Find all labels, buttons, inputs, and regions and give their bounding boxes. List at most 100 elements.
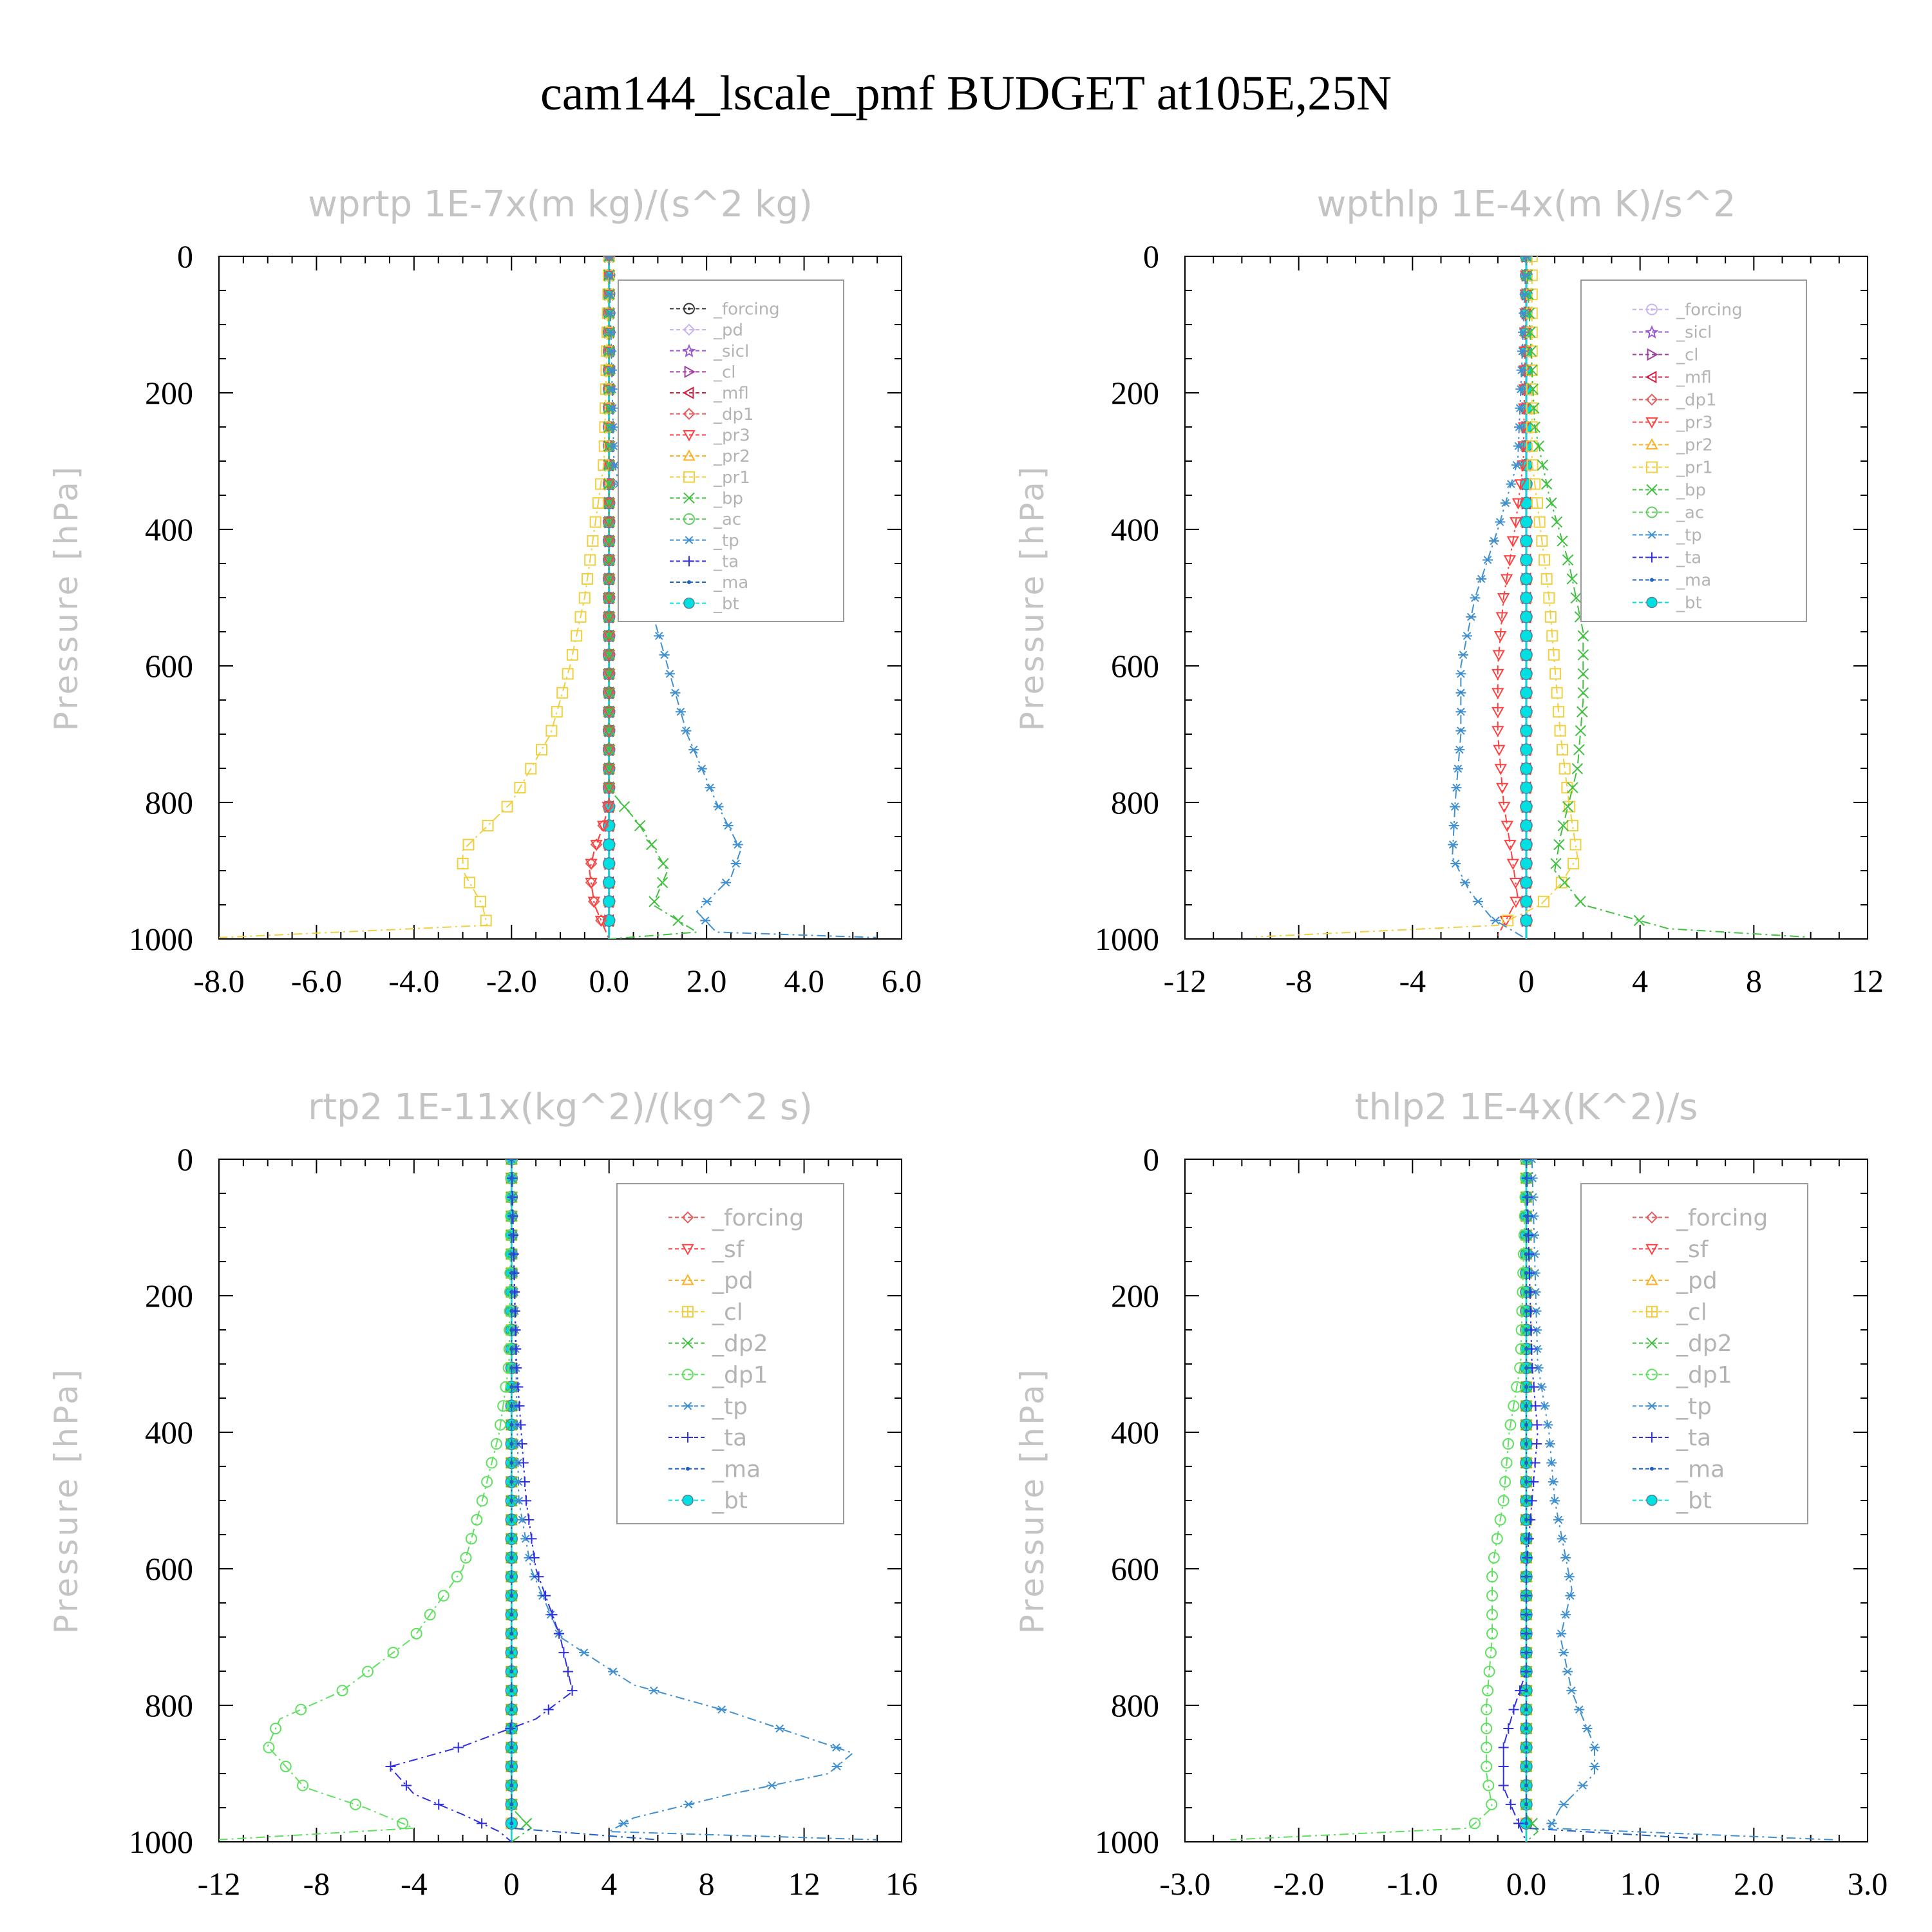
x-tick-label: -1.0 — [1387, 1866, 1438, 1902]
data-point — [1510, 517, 1522, 529]
data-point — [1527, 1363, 1538, 1374]
data-point — [1481, 1723, 1493, 1735]
plot-area — [219, 1159, 878, 1842]
data-point — [509, 1479, 514, 1484]
data-point — [482, 820, 494, 832]
x-tick-label: 16 — [886, 1866, 918, 1902]
legend-item: _sicl — [1633, 323, 1712, 343]
legend: _forcing _sf _pd _cl _dp2 _dp1 _tp _ta _ma _bt — [1580, 1183, 1808, 1524]
data-point — [589, 516, 601, 528]
data-point — [1524, 1575, 1528, 1579]
data-point — [766, 1781, 777, 1790]
data-point — [1524, 1555, 1528, 1560]
data-point — [562, 668, 574, 680]
data-point — [1557, 820, 1569, 831]
chart-panel-2: wpthlp 1E-4x(m K)/s^2 Pressure [hPa] 0 200 4… — [1014, 184, 1884, 999]
data-point — [533, 1571, 544, 1582]
data-point — [410, 1627, 422, 1640]
y-tick-label: 400 — [145, 511, 193, 547]
legend-marker — [682, 1337, 694, 1349]
data-point — [1524, 1783, 1528, 1788]
y-tick-label: 1000 — [129, 1824, 193, 1860]
data-point — [1506, 536, 1520, 548]
legend-label: _ma — [1676, 571, 1711, 591]
data-point — [603, 554, 615, 566]
legend-marker — [683, 408, 696, 421]
data-point — [1486, 1798, 1498, 1810]
legend-label: _pd — [712, 1268, 753, 1294]
x-tick-label: 12 — [788, 1866, 820, 1902]
data-point — [1495, 518, 1506, 526]
data-point — [603, 256, 614, 261]
data-point — [1546, 1819, 1557, 1828]
legend-marker — [683, 492, 695, 504]
data-point — [497, 1400, 509, 1412]
legend-label: _mfl — [713, 384, 749, 403]
data-point — [1455, 688, 1466, 697]
data-point — [590, 840, 603, 851]
data-point — [1457, 650, 1468, 659]
data-point — [1455, 726, 1466, 735]
data-point — [1524, 1366, 1528, 1370]
x-tick-label: -4 — [401, 1866, 428, 1902]
data-point — [721, 878, 732, 887]
legend-marker — [682, 1305, 694, 1318]
data-point — [603, 782, 615, 793]
data-point — [1589, 1743, 1600, 1752]
data-point — [1511, 1381, 1523, 1393]
legend-item: _bp — [1633, 481, 1706, 500]
data-point — [1574, 1705, 1585, 1714]
y-tick-label: 1000 — [1095, 1824, 1159, 1860]
data-point — [1486, 1571, 1498, 1583]
data-point — [675, 707, 686, 716]
legend-label: _ac — [1676, 504, 1704, 523]
legend-marker — [1645, 393, 1658, 406]
legend-label: _pd — [1676, 1268, 1718, 1294]
data-point — [520, 1817, 533, 1830]
panels: wprtp 1E-7x(m kg)/(s^2 kg) Pressure [hPa]… — [48, 184, 1888, 1902]
legend-label: _pr3 — [713, 426, 750, 445]
data-point — [509, 1252, 514, 1256]
legend-item: _ma — [670, 573, 748, 592]
data-point — [509, 1802, 514, 1806]
data-point — [490, 1438, 502, 1450]
data-point — [385, 1761, 396, 1772]
data-point — [1520, 914, 1533, 927]
data-point — [587, 535, 599, 547]
data-point — [1553, 838, 1565, 851]
data-point — [774, 1724, 785, 1733]
legend-label: _bt — [712, 1488, 748, 1514]
data-point — [1520, 838, 1533, 851]
legend-label: _cl — [713, 363, 736, 382]
legend-label: _dp1 — [1676, 1362, 1732, 1388]
legend-label: _tp — [713, 531, 739, 551]
data-point — [1516, 366, 1527, 375]
data-point — [509, 1669, 514, 1674]
legend-marker — [1646, 484, 1658, 496]
data-point — [683, 1800, 694, 1809]
data-point — [601, 802, 614, 813]
legend-label: _dp2 — [712, 1331, 768, 1357]
y-tick-label: 800 — [145, 1687, 193, 1723]
data-point — [509, 1593, 514, 1598]
data-point — [1524, 1233, 1528, 1237]
data-point — [1526, 1495, 1537, 1506]
data-point — [1544, 1439, 1555, 1448]
data-point — [1520, 781, 1533, 794]
data-point — [574, 611, 587, 623]
data-point — [1526, 256, 1538, 262]
x-tick-label: 3.0 — [1848, 1866, 1888, 1902]
data-point — [1473, 897, 1484, 906]
legend-label: _ac — [713, 510, 741, 529]
legend-item: _dp1 — [668, 1362, 768, 1388]
data-point — [1483, 1665, 1495, 1678]
data-point — [1557, 744, 1569, 756]
data-point — [603, 649, 615, 661]
legend-label: _dp1 — [1676, 391, 1717, 410]
data-point — [587, 896, 600, 908]
data-point — [1562, 554, 1574, 566]
legend-marker — [1646, 506, 1658, 518]
data-point — [1543, 592, 1555, 604]
data-point — [1524, 1404, 1528, 1408]
data-point — [1502, 914, 1514, 927]
